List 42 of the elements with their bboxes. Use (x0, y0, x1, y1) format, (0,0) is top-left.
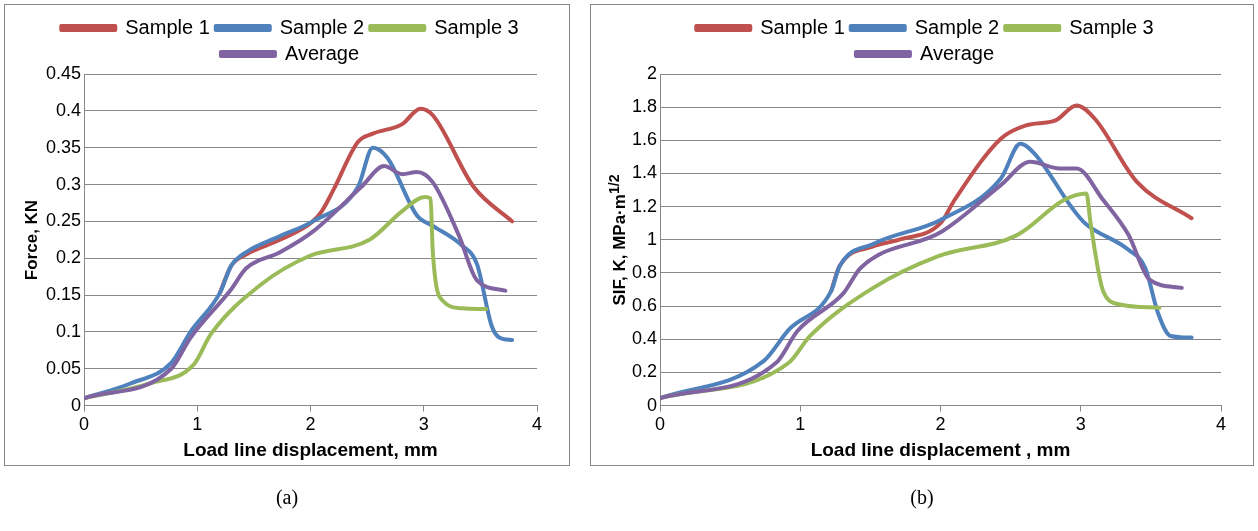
y-tick-label: 0.05 (45, 357, 82, 378)
legend-label: Sample 3 (1069, 15, 1154, 38)
legend-label: Sample 3 (434, 15, 519, 38)
x-tick-label: 2 (935, 414, 946, 435)
y-tick-label: 0 (71, 394, 82, 415)
y-tick-label: 0.1 (56, 320, 82, 341)
y-tick-label: 0.45 (45, 62, 82, 83)
legend-label: Sample 1 (760, 15, 845, 38)
y-tick-label: 1.4 (631, 162, 658, 183)
y-tick-label: 0.3 (56, 173, 82, 194)
legend-label: Sample 2 (279, 15, 365, 38)
y-tick-label: 0.6 (631, 295, 658, 316)
y-tick-label: 0.2 (56, 247, 82, 268)
legend-label: Sample 2 (914, 15, 1000, 38)
y-tick-label: 1.6 (631, 129, 658, 150)
x-axis-title: Load line displacement , mm (810, 438, 1071, 460)
legend-label: Sample 1 (125, 15, 210, 38)
x-tick-label: 3 (418, 414, 429, 435)
y-tick-label: 0.15 (45, 284, 82, 305)
y-tick-label: 2 (647, 62, 658, 83)
y-tick-label: 0.8 (631, 261, 658, 282)
x-tick-label: 1 (795, 414, 806, 435)
legend-label: Average (919, 41, 995, 64)
y-tick-label: 1 (647, 228, 658, 249)
y-tick-label: 1.8 (631, 96, 658, 117)
text: (a) (275, 486, 299, 509)
y-tick-label: 0.4 (56, 99, 82, 120)
x-tick-label: 1 (192, 414, 203, 435)
text: (b) (910, 486, 934, 509)
y-tick-label: 0.2 (631, 361, 658, 382)
legend-label: Average (284, 41, 360, 64)
x-tick-label: 3 (1075, 414, 1086, 435)
y-axis-title: Force, KN (22, 199, 42, 281)
y-tick-label: 0.4 (631, 328, 658, 349)
x-tick-label: 4 (531, 414, 543, 435)
y-tick-label: 0.35 (45, 136, 82, 157)
x-tick-label: 2 (305, 414, 316, 435)
x-axis-title: Load line displacement, mm (183, 438, 438, 460)
y-tick-label: 0 (647, 394, 658, 415)
y-tick-label: 1.2 (631, 195, 658, 216)
y-tick-label: 0.25 (45, 210, 82, 231)
x-tick-label: 4 (1215, 414, 1227, 435)
